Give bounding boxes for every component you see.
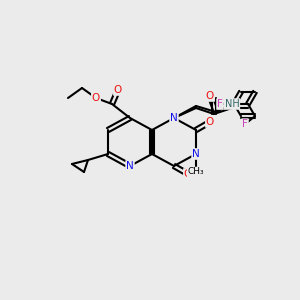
Text: N: N: [192, 149, 200, 159]
Text: CH₃: CH₃: [188, 167, 204, 176]
Text: N: N: [170, 113, 178, 123]
Text: O: O: [114, 85, 122, 95]
Text: O: O: [206, 117, 214, 127]
Text: O: O: [92, 93, 100, 103]
Text: O: O: [206, 91, 214, 101]
Text: F: F: [217, 99, 223, 109]
Text: NH: NH: [225, 99, 239, 109]
Text: O: O: [184, 169, 192, 179]
Text: F: F: [242, 119, 248, 129]
Text: N: N: [126, 161, 134, 171]
